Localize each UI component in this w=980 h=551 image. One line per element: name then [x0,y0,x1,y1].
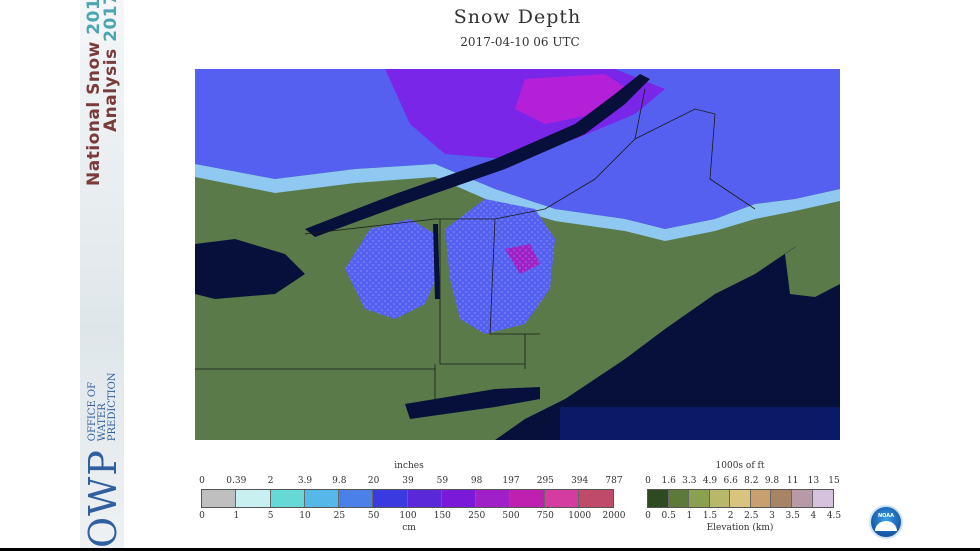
owp-logo: OWP OFFICE OF WATER PREDICTION [81,372,125,548]
legend-tick-label: 50 [367,511,380,521]
legend-swatch [476,490,511,507]
noaa-logo: NOAA [869,505,903,539]
legend-tick-label: 2.5 [744,511,759,521]
legend-tick-label: 2 [267,476,274,486]
snow-depth-map [195,69,840,440]
legend-tick-label: 197 [502,476,520,486]
legend-tick-label: 2000 [602,511,626,521]
legend-tick-label: 787 [605,476,623,486]
program-banner: National Snow 2016- Analysis 2017 OWP OF… [80,0,125,548]
legend-tick-label: 3 [769,511,775,521]
snow-depth-colorbar [201,489,614,508]
bottom-rule [0,548,980,551]
legend-tick-label: 100 [399,511,417,521]
legend-tick-label: 150 [433,511,451,521]
long-island-sound [405,387,540,419]
legend-swatch [812,490,834,507]
legend-tick-label: 1.5 [702,511,718,521]
owp-subtitle: OFFICE OF WATER PREDICTION [87,372,118,442]
lake-champlain [433,224,440,299]
legend-tick-label: 9.8 [764,476,780,486]
legend-tick-label: 0 [199,511,205,521]
legend-tick-label: 13 [807,476,820,486]
legend-swatch [510,490,545,507]
legend-tick-label: 10 [299,511,311,521]
legend-swatch [750,490,772,507]
legend-swatch [407,490,442,507]
legend-tick-label: 20 [367,476,380,486]
legend-tick-label: 25 [333,511,346,521]
legend-swatch [304,490,339,507]
legend-tick-label: 394 [571,476,589,486]
owp-sub-line: PREDICTION [107,372,118,442]
legend-tick-label: 8.2 [744,476,759,486]
elev-legend-bottom-unit: Elevation (km) [706,523,774,533]
legend-tick-label: 6.6 [723,476,738,486]
legend-tick-label: 1000 [568,511,592,521]
legend-swatch [730,490,751,507]
legend-tick-label: 98 [470,476,483,486]
legend-tick-label: 0 [645,511,651,521]
legend-tick-label: 295 [536,476,554,486]
legend-tick-label: 750 [536,511,554,521]
legend-swatch [441,490,476,507]
legend-swatch [236,490,271,507]
legend-tick-label: 3.5 [785,511,800,521]
legend-swatch [544,490,579,507]
no-data-region [560,407,840,440]
legend-tick-label: 4.5 [826,511,842,521]
map-title: Snow Depth [453,6,582,28]
elevation-colorbar [647,489,834,508]
snow-cover-light [195,164,840,241]
legend-tick-label: 59 [436,476,449,486]
legend-tick-label: 2 [727,511,734,521]
st-lawrence-river [305,74,650,237]
legend-tick-label: 0 [199,476,205,486]
legend-swatch [709,490,731,507]
noaa-logo-text: NOAA [877,513,895,519]
legend-tick-label: 3.3 [682,476,697,486]
political-boundaries [195,88,756,399]
legend-tick-label: 1.6 [661,476,676,486]
legend-tick-label: 500 [502,511,520,521]
legend-tick-label: 1 [233,511,240,521]
elev-legend-top-unit: 1000s of ft [715,461,765,471]
legend-tick-label: 250 [468,511,486,521]
legend-tick-label: 39 [402,476,414,486]
snow-legend-top-unit: inches [394,461,424,471]
owp-letters: OWP [81,449,125,548]
snow-cover-adirondacks-fringe [345,219,440,319]
legend-tick-label: 11 [786,476,799,486]
snow-legend-bottom-unit: cm [402,523,416,533]
lake-ontario [195,239,305,299]
legend-tick-label: 4 [810,511,817,521]
legend-swatch [578,490,613,507]
legend-swatch [668,490,690,507]
land-no-snow-east [785,219,840,297]
legend-swatch [202,490,237,507]
banner-title-text-2: Analysis [101,48,121,132]
legend-tick-label: 15 [828,476,840,486]
legend-tick-label: 0.39 [226,476,247,486]
legend-tick-label: 3.9 [297,476,313,486]
legend-tick-label: 9.8 [332,476,347,486]
snow-cover-new-england-fringe [445,199,555,334]
map-graphic [195,69,840,440]
legend-tick-label: 4.9 [702,476,718,486]
legend-tick-label: 0 [645,476,651,486]
legend-swatch [270,490,305,507]
legend-tick-label: 5 [267,511,274,521]
legend-swatch [373,490,408,507]
legend-swatch [791,490,813,507]
legend-tick-label: 0.5 [661,511,676,521]
legend-tick-label: 1 [686,511,693,521]
legend-swatch [339,490,374,507]
snow-cover-deepest [515,74,635,124]
legend-swatch [771,490,792,507]
legend-swatch [689,490,710,507]
map-timestamp: 2017-04-10 06 UTC [460,35,580,49]
legend-swatch [648,490,669,507]
noaa-wave-icon [875,521,897,531]
